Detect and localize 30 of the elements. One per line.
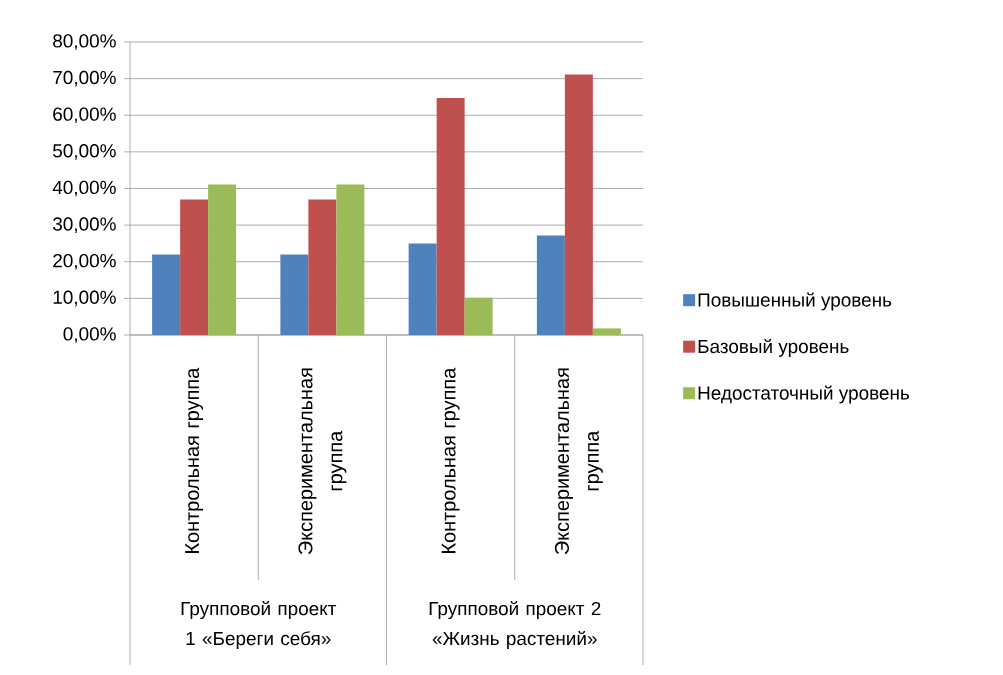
bar xyxy=(308,199,337,335)
x-tick-label: Контрольная группа xyxy=(441,367,460,553)
y-tick-label: 40,00% xyxy=(52,180,116,197)
bar xyxy=(180,199,209,335)
bar xyxy=(592,328,621,335)
bar xyxy=(152,254,181,335)
bar xyxy=(280,254,309,335)
y-tick-label: 20,00% xyxy=(53,253,116,270)
x-tick-label: Контрольная группа xyxy=(185,367,204,553)
bar xyxy=(564,74,593,335)
x-tick-label: Экспериментальная группа xyxy=(554,368,603,555)
y-tick-label: 0,00% xyxy=(63,327,116,343)
x-tick-label: Экспериментальная группа xyxy=(298,368,347,555)
bar xyxy=(436,98,465,335)
y-tick-label: 60,00% xyxy=(53,107,116,124)
legend-label: Базовый уровень xyxy=(698,338,849,357)
y-tick-label: 80,00% xyxy=(53,34,116,50)
legend-label: Повышенный уровень xyxy=(698,292,892,311)
text: Групповой проект 2 «Жизнь растений» xyxy=(429,601,601,649)
y-tick-label: 10,00% xyxy=(53,290,116,307)
text: Групповой проект 1 «Береги себя» xyxy=(181,601,337,649)
bar xyxy=(464,297,493,335)
bar xyxy=(336,184,365,335)
legend-label: Недостаточный уровень xyxy=(698,385,910,404)
y-tick-label: 70,00% xyxy=(53,70,116,87)
y-tick-label: 50,00% xyxy=(53,144,116,160)
bar xyxy=(208,184,237,335)
bar xyxy=(536,235,565,335)
bar xyxy=(408,243,437,335)
y-tick-label: 30,00% xyxy=(53,217,116,233)
